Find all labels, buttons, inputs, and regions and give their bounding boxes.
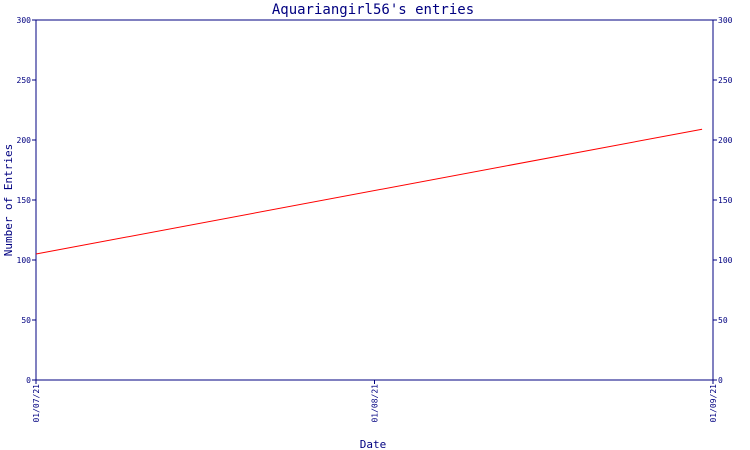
series-line <box>35 128 703 255</box>
y-tick-label-right: 200 <box>718 136 733 145</box>
x-tick-label: 01/07/21 <box>32 384 41 423</box>
y-axis-label: Number of Entries <box>2 144 15 257</box>
series-layer <box>35 128 703 255</box>
y-tick-label-right: 250 <box>718 76 733 85</box>
x-tick-label: 01/08/21 <box>371 384 380 423</box>
y-tick-label-left: 250 <box>17 76 32 85</box>
y-tick-label-left: 150 <box>17 196 32 205</box>
x-axis: 01/07/21 01/08/21 01/09/21 <box>32 380 718 423</box>
y-tick-label-left: 0 <box>26 376 31 385</box>
plot-area <box>35 19 714 381</box>
y-tick-label-left: 300 <box>17 16 32 25</box>
y-tick-label-right: 50 <box>718 316 728 325</box>
x-tick-label: 01/09/21 <box>709 384 718 423</box>
y-tick-label-left: 100 <box>17 256 32 265</box>
y-tick-label-left: 200 <box>17 136 32 145</box>
y-tick-label-right: 150 <box>718 196 733 205</box>
chart-title: Aquariangirl56's entries <box>272 2 474 18</box>
left-y-axis: 0 50 100 150 200 250 300 <box>17 16 36 385</box>
y-tick-label-right: 100 <box>718 256 733 265</box>
y-tick-label-left: 50 <box>21 316 31 325</box>
right-y-axis: 0 50 100 150 200 250 300 <box>713 16 733 385</box>
y-tick-label-right: 0 <box>718 376 723 385</box>
y-tick-label-right: 300 <box>718 16 733 25</box>
x-axis-label: Date <box>360 438 387 450</box>
